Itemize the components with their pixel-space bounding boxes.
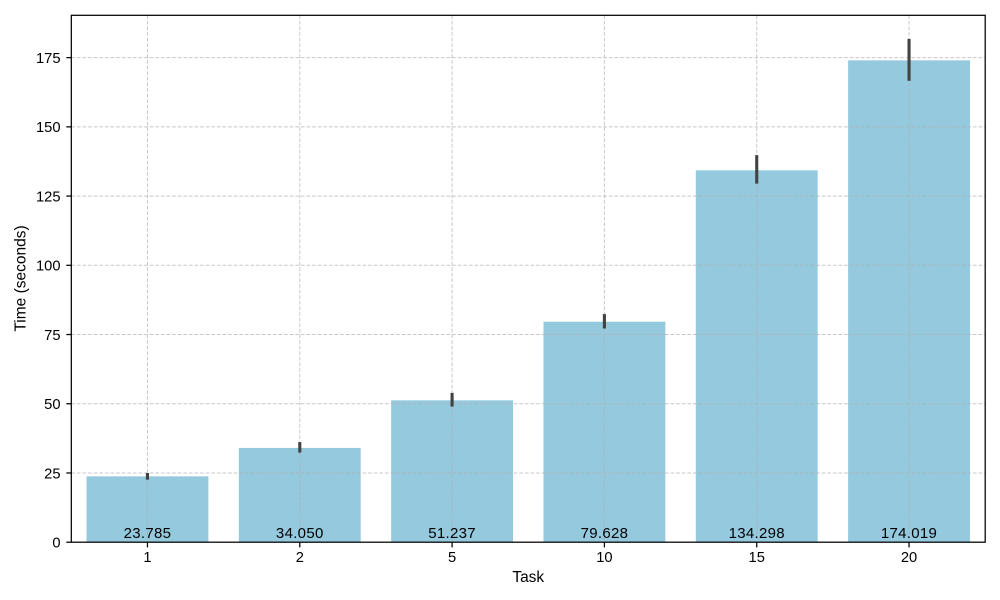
svg-text:134.298: 134.298 [729,525,785,542]
svg-text:50: 50 [44,397,60,413]
svg-text:Time (seconds): Time (seconds) [13,225,30,331]
svg-text:Task: Task [512,569,544,586]
svg-text:100: 100 [36,259,61,275]
svg-text:150: 150 [36,120,61,136]
svg-text:2: 2 [296,550,304,566]
svg-text:15: 15 [749,550,765,566]
svg-text:1: 1 [143,550,151,566]
svg-text:51.237: 51.237 [428,525,476,542]
svg-text:23.785: 23.785 [124,525,172,542]
svg-text:75: 75 [44,328,60,344]
svg-text:25: 25 [44,466,60,482]
svg-text:125: 125 [36,189,61,205]
svg-text:20: 20 [901,550,917,566]
svg-text:79.628: 79.628 [581,525,629,542]
svg-text:10: 10 [596,550,612,566]
svg-text:0: 0 [52,536,60,552]
svg-text:34.050: 34.050 [276,525,324,542]
svg-text:174.019: 174.019 [881,525,937,542]
svg-text:5: 5 [448,550,456,566]
svg-text:175: 175 [36,51,61,67]
